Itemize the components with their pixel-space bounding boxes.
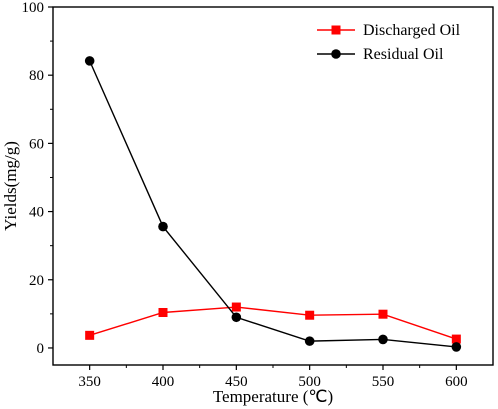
data-point-circle xyxy=(304,336,315,346)
y-axis-ticks: 0 20 40 60 80 100 xyxy=(22,0,53,357)
legend-marker-circle xyxy=(331,49,341,59)
series-line xyxy=(89,60,457,348)
y-tick-label: 80 xyxy=(29,68,44,84)
x-tick-label: 350 xyxy=(78,374,101,390)
data-point-square xyxy=(158,307,168,317)
data-point-square xyxy=(378,309,388,319)
y-tick-label: 0 xyxy=(37,341,45,357)
x-tick-label: 400 xyxy=(152,374,175,390)
data-point-square xyxy=(451,334,461,344)
x-axis-ticks: 350 400 450 500 550 600 xyxy=(78,365,468,390)
legend: Discharged Oil Residual Oil xyxy=(317,22,461,63)
data-point-circle xyxy=(451,342,462,352)
data-point-circle xyxy=(158,221,168,232)
data-point-square xyxy=(305,310,315,320)
x-tick-label: 600 xyxy=(445,374,468,390)
x-tick-label: 500 xyxy=(298,374,321,390)
y-tick-label: 20 xyxy=(29,273,44,289)
legend-label: Residual Oil xyxy=(363,46,444,63)
data-point-circle xyxy=(231,312,242,323)
data-point-square xyxy=(231,302,241,312)
y-tick-label: 40 xyxy=(29,205,44,221)
data-point-square xyxy=(85,330,95,340)
x-tick-label: 450 xyxy=(225,374,248,390)
legend-label: Discharged Oil xyxy=(363,22,461,39)
data-point-circle xyxy=(378,334,388,345)
x-tick-label: 550 xyxy=(372,374,395,390)
data-point-circle xyxy=(84,56,95,66)
series-line xyxy=(89,306,457,340)
y-tick-label: 60 xyxy=(29,136,44,152)
x-axis-title: Temperature (℃) xyxy=(213,387,333,406)
series-layer xyxy=(84,56,462,352)
legend-marker-square xyxy=(331,25,341,35)
y-axis-title: Yields(mg/g) xyxy=(1,141,20,231)
y-tick-label: 100 xyxy=(22,0,45,16)
